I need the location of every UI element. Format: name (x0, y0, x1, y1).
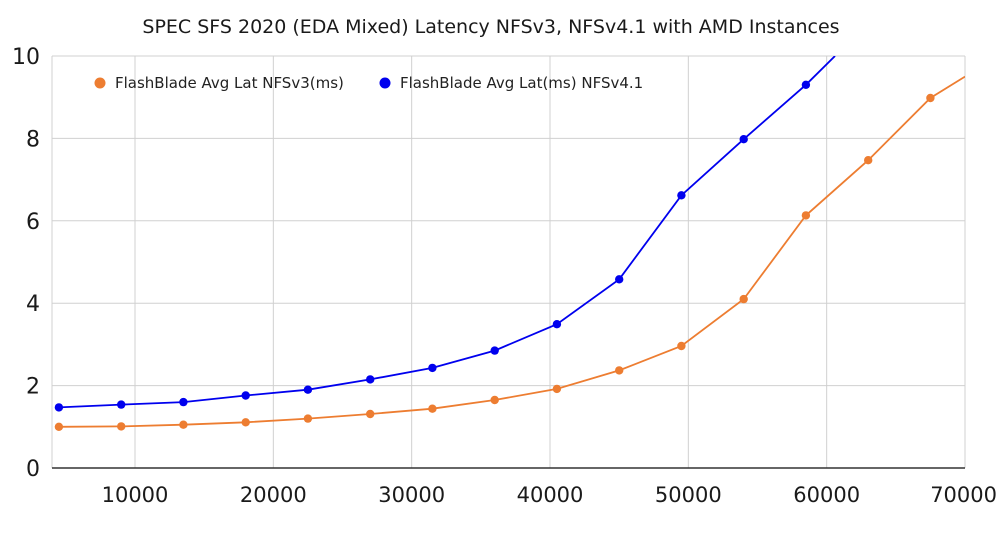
data-point (864, 156, 873, 165)
x-tick-label: 40000 (517, 483, 584, 507)
data-point (303, 414, 313, 423)
data-point (179, 420, 188, 429)
legend-marker (379, 77, 391, 89)
data-point (739, 294, 748, 304)
series-points (54, 80, 935, 431)
data-point (615, 366, 624, 375)
chart-title: SPEC SFS 2020 (EDA Mixed) Latency NFSv3,… (142, 16, 839, 38)
legend-label: FlashBlade Avg Lat NFSv3(ms) (115, 74, 344, 92)
data-point (54, 422, 64, 431)
data-point (801, 80, 811, 90)
data-point (490, 346, 499, 355)
series-line-0 (58, 75, 965, 428)
y-tick-label: 8 (26, 127, 40, 152)
data-point (241, 391, 250, 400)
data-point (490, 395, 499, 405)
y-tick-label: 2 (26, 375, 40, 400)
y-axis-ticks: 0 2 4 6 8 10 (12, 45, 40, 482)
data-point (366, 409, 375, 419)
y-tick-label: 0 (26, 457, 40, 482)
data-point (739, 135, 748, 144)
legend-label: FlashBlade Avg Lat(ms) NFSv4.1 (400, 74, 643, 92)
data-point (303, 385, 313, 394)
data-point (117, 400, 126, 409)
data-point (552, 320, 562, 329)
data-point (801, 211, 811, 220)
series-line-1 (58, 56, 836, 409)
data-point (179, 397, 188, 407)
data-point (117, 422, 126, 431)
x-axis-ticks: 10000 20000 30000 40000 50000 60000 70000 (102, 483, 997, 507)
data-point (552, 384, 562, 394)
series-lines (58, 56, 965, 428)
gridlines (51, 55, 966, 468)
x-tick-label: 20000 (240, 483, 307, 507)
data-point (926, 93, 935, 103)
y-tick-label: 10 (12, 45, 40, 70)
data-point (54, 403, 64, 412)
legend: FlashBlade Avg Lat NFSv3(ms) FlashBlade A… (94, 74, 643, 92)
data-point (677, 341, 686, 351)
data-point (366, 375, 375, 384)
x-tick-label: 30000 (378, 483, 445, 507)
x-tick-label: 10000 (102, 483, 169, 507)
data-point (428, 363, 437, 373)
data-point (241, 418, 250, 427)
y-tick-label: 4 (26, 292, 40, 317)
x-tick-label: 60000 (793, 483, 860, 507)
x-tick-label: 50000 (655, 483, 722, 507)
data-point (428, 404, 437, 413)
data-point (615, 275, 624, 284)
data-point (677, 191, 686, 200)
legend-marker (94, 77, 106, 89)
x-tick-label: 70000 (930, 483, 997, 507)
y-tick-label: 6 (26, 210, 40, 235)
